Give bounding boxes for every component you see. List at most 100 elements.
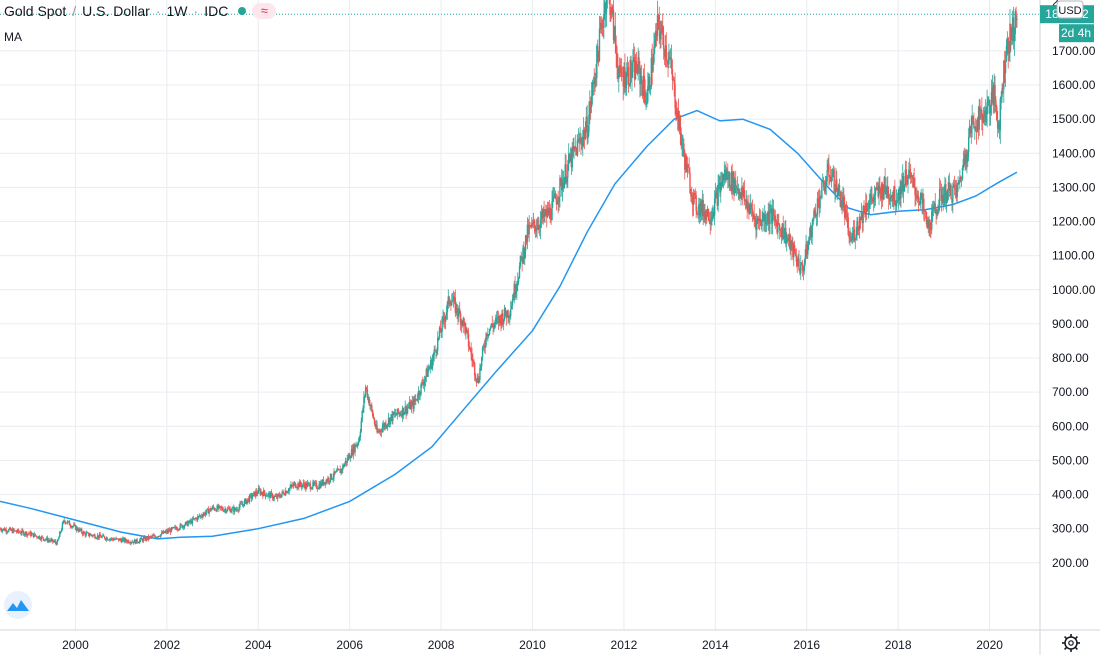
- candle-body: [350, 457, 352, 459]
- candle-body: [837, 184, 840, 197]
- candle-body: [350, 448, 353, 458]
- candle-body: [195, 518, 197, 519]
- usd-currency-badge[interactable]: USD: [1056, 0, 1084, 19]
- candle-body: [845, 210, 848, 214]
- candle-body: [961, 168, 964, 179]
- candle-body: [243, 500, 246, 506]
- candle-body: [23, 531, 25, 535]
- candle-body: [655, 30, 658, 37]
- candle-body: [394, 413, 397, 416]
- ma-indicator-label[interactable]: MA: [4, 30, 22, 44]
- candle-body: [503, 308, 506, 320]
- symbol-name[interactable]: Gold Spot: [4, 3, 67, 19]
- symbol-legend[interactable]: Gold Spot / U.S. Dollar · 1W · IDC ≈: [4, 3, 277, 19]
- candle-body: [929, 219, 931, 230]
- candle-body: [756, 218, 758, 230]
- candle-body: [321, 482, 323, 485]
- candle-body: [219, 506, 222, 508]
- candle-body: [954, 188, 957, 189]
- y-tick-label: 1700.00: [1052, 44, 1096, 58]
- candle-body: [987, 101, 989, 103]
- candle-body: [946, 189, 949, 201]
- settings-gear-button[interactable]: [1062, 634, 1080, 652]
- candle-body: [183, 525, 185, 528]
- candle-body: [490, 323, 493, 328]
- candle-body: [585, 116, 587, 130]
- candle-body: [533, 220, 536, 226]
- candle-body: [309, 483, 311, 489]
- price-axis[interactable]: 200.00 300.00 400.00 500.00 600.00 700.00 800.…: [1052, 0, 1096, 570]
- candle-body: [165, 530, 167, 532]
- candle-body: [479, 367, 481, 380]
- candle-body: [362, 408, 364, 411]
- candle-body: [793, 245, 796, 254]
- candle-body: [186, 521, 188, 526]
- candle-body: [416, 398, 419, 400]
- candle-body: [430, 360, 433, 369]
- candle-body: [893, 186, 895, 202]
- candle-body: [641, 84, 644, 97]
- candle-body: [70, 526, 72, 528]
- candle-body: [263, 490, 265, 497]
- candle-body: [561, 181, 564, 191]
- compare-wave-icon[interactable]: ≈: [252, 3, 277, 19]
- candle-body: [486, 333, 488, 336]
- candle-body: [89, 534, 92, 536]
- candle-body: [858, 228, 860, 231]
- candle-body: [750, 204, 753, 209]
- candle-body: [909, 169, 911, 173]
- candle-body: [293, 482, 296, 484]
- candle-body: [866, 208, 869, 211]
- candle-body: [576, 140, 579, 156]
- candle-body: [236, 509, 239, 511]
- candle-body: [890, 196, 892, 198]
- candle-body: [219, 505, 221, 507]
- candle-body: [415, 398, 418, 400]
- candle-body: [425, 369, 428, 377]
- candle-body: [539, 227, 541, 229]
- candle-body: [471, 354, 473, 361]
- candle-body: [469, 348, 471, 350]
- candle-body: [242, 504, 245, 506]
- candle-body: [985, 114, 987, 123]
- candle-body: [509, 316, 511, 318]
- candle-body: [677, 110, 679, 119]
- time-axis[interactable]: 2000 2002 2004 2006 2008 2010 2012 2014 2016 2018…: [62, 638, 1003, 652]
- candle-body: [118, 538, 121, 541]
- candle-body: [74, 525, 77, 530]
- candle-body: [884, 177, 886, 189]
- candle-body: [514, 283, 516, 295]
- candle-body: [256, 493, 259, 495]
- candle-body: [782, 223, 784, 239]
- candle-body: [818, 199, 820, 209]
- candle-body: [883, 177, 885, 193]
- interval-label[interactable]: 1W: [166, 3, 188, 19]
- candle-body: [794, 253, 797, 256]
- candle-body: [298, 483, 300, 488]
- candle-body: [881, 184, 884, 199]
- candle-body: [358, 437, 361, 441]
- candle-body: [320, 482, 322, 488]
- tradingview-logo[interactable]: [4, 591, 32, 619]
- candle-body: [952, 186, 954, 203]
- candle-body: [270, 492, 272, 498]
- candle-body: [136, 539, 138, 543]
- candle-body: [295, 487, 297, 489]
- candle-body: [111, 538, 114, 540]
- candle-body: [967, 152, 969, 158]
- candle-body: [720, 182, 722, 193]
- candle-body: [4, 529, 6, 531]
- candle-body: [601, 22, 603, 27]
- candle-body: [292, 483, 295, 487]
- candle-body: [316, 488, 319, 489]
- candle-body: [729, 186, 732, 190]
- candle-body: [754, 219, 756, 221]
- candle-body: [364, 395, 366, 398]
- candle-body: [851, 233, 854, 241]
- candle-body: [297, 483, 299, 488]
- candle-body: [98, 534, 101, 538]
- candle-body: [453, 296, 456, 298]
- candle-body: [726, 171, 728, 180]
- candle-body: [322, 479, 325, 485]
